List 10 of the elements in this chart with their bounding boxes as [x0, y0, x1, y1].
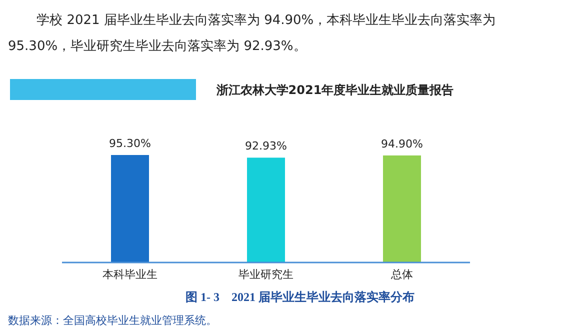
- data-label: 95.30%: [109, 137, 151, 150]
- chart-subtitle: 浙江农林大学2021年度毕业生就业质量报告: [215, 83, 454, 97]
- text: 学校 2021 届毕业生毕业去向落实率为 94.90%，本科毕业生毕业去向落实率为 95.30%，毕业研究生毕业去向落实率为 92.93%。: [8, 12, 497, 56]
- x-tick-label: 总体: [390, 268, 413, 281]
- text: 图 1- 3 2021 届毕业生毕业去向落实率分布: [186, 290, 414, 304]
- source-note: 数据来源：全国高校毕业生就业管理系统。: [8, 314, 217, 327]
- data-label: 92.93%: [245, 140, 287, 153]
- x-tick-label: 毕业研究生: [238, 268, 294, 281]
- x-tick-label: 本科毕业生: [102, 268, 158, 281]
- data-label: 94.90%: [381, 137, 423, 150]
